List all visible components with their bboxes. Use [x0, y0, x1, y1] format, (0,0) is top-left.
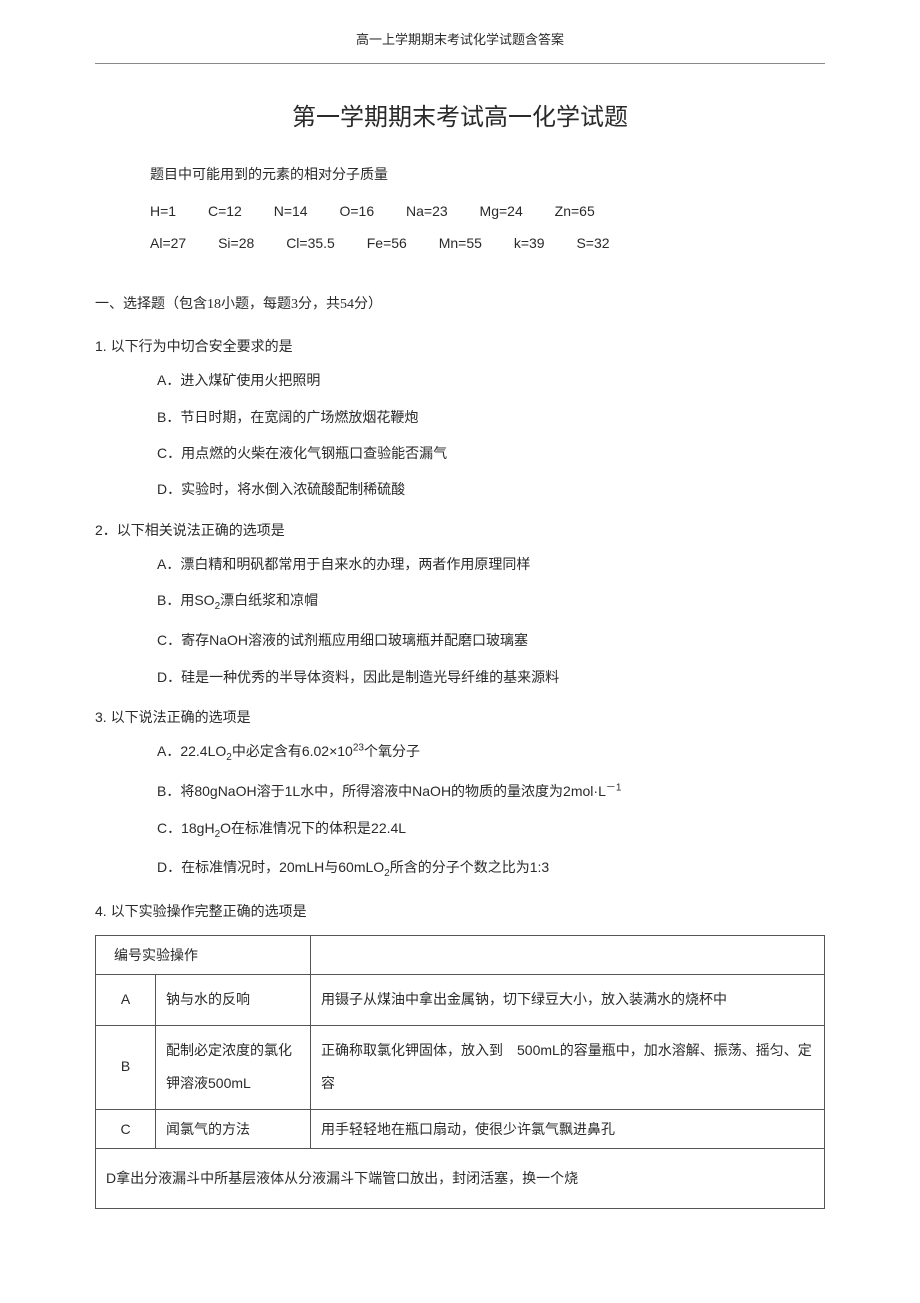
row-b-desc: 正确称取氯化钾固体，放入到 500mL的容量瓶中，加水溶解、振荡、摇匀、定容: [311, 1025, 825, 1109]
q2-b-pre: B．用SO: [157, 592, 215, 608]
table-row-b: B 配制必定浓度的氯化钾溶液500mL 正确称取氯化钾固体，放入到 500mL的…: [96, 1025, 825, 1109]
molar-mn: Mn=55: [439, 232, 482, 254]
row-a-op: 钠与水的反响: [156, 975, 311, 1026]
q2-option-d: D．硅是一种优秀的半导体资料，因此是制造光导纤维的基来源料: [157, 666, 825, 688]
molar-na: Na=23: [406, 200, 448, 222]
q3-option-c: C．18gH2O在标准情况下的体积是22.4L: [157, 817, 825, 843]
molar-line-1: H=1 C=12 N=14 O=16 Na=23 Mg=24 Zn=65: [150, 200, 825, 222]
row-c-desc: 用手轻轻地在瓶口扇动，使很少许氯气飘进鼻孔: [311, 1109, 825, 1148]
q1-option-b: B．节日时期，在宽阔的广场燃放烟花鞭炮: [157, 406, 825, 428]
q3-stem: 3. 以下说法正确的选项是: [95, 706, 825, 728]
molar-line-2: Al=27 Si=28 Cl=35.5 Fe=56 Mn=55 k=39 S=3…: [150, 232, 825, 254]
th-c2: 实验操作: [142, 947, 198, 963]
row-b-op: 配制必定浓度的氯化钾溶液500mL: [156, 1025, 311, 1109]
section-1-header: 一、选择题（包含18小题，每题3分，共54分）: [95, 294, 825, 316]
page-header: 高一上学期期末考试化学试题含答案: [95, 30, 825, 51]
q4-table-wrap: 编号实验操作 A 钠与水的反响 用镊子从煤油中拿出金属钠，切下绿豆大小，放入装满…: [95, 935, 825, 1209]
q4-table: 编号实验操作 A 钠与水的反响 用镊子从煤油中拿出金属钠，切下绿豆大小，放入装满…: [95, 935, 825, 1209]
question-2: 2．以下相关说法正确的选项是 A．漂白精和明矾都常用于自来水的办理，两者作用原理…: [95, 519, 825, 688]
table-header-12: 编号实验操作: [96, 935, 311, 974]
th-c1: 编号: [114, 947, 142, 963]
q2-option-b: B．用SO2漂白纸浆和凉帽: [157, 589, 825, 615]
q3-b-sup: －1: [606, 783, 622, 794]
molar-intro: 题目中可能用到的元素的相对分子质量: [150, 165, 825, 187]
molar-al: Al=27: [150, 232, 186, 254]
molar-cl: Cl=35.5: [286, 232, 335, 254]
q3-option-b: B．将80gNaOH溶于1L水中，所得溶液中NaOH的物质的量浓度为2mol·L…: [157, 780, 825, 802]
q1-stem: 1. 以下行为中切合安全要求的是: [95, 335, 825, 357]
question-3: 3. 以下说法正确的选项是 A．22.4LO2中必定含有6.02×1023个氧分…: [95, 706, 825, 882]
table-header-row: 编号实验操作: [96, 935, 825, 974]
table-header-3: [311, 935, 825, 974]
q2-option-a: A．漂白精和明矾都常用于自来水的办理，两者作用原理同样: [157, 553, 825, 575]
question-4: 4. 以下实验操作完整正确的选项是 编号实验操作 A 钠与水的反响 用镊子从煤油…: [95, 900, 825, 1208]
table-row-c: C 闻氯气的方法 用手轻轻地在瓶口扇动，使很少许氯气飘进鼻孔: [96, 1109, 825, 1148]
molar-mg: Mg=24: [480, 200, 523, 222]
q3-option-d: D．在标准情况时，20mLH与60mLO2所含的分子个数之比为1:3: [157, 856, 825, 882]
molar-n: N=14: [274, 200, 308, 222]
molar-o: O=16: [339, 200, 374, 222]
row-a-id: A: [96, 975, 156, 1026]
row-c-op: 闻氯气的方法: [156, 1109, 311, 1148]
q3-b-pre: B．将80gNaOH溶于1L水中，所得溶液中NaOH的物质的量浓度为2mol·L: [157, 783, 606, 799]
q3-a-mid: 中必定含有6.02×10: [232, 743, 353, 759]
q3-c-post: O在标准情况下的体积是22.4L: [220, 820, 406, 836]
q2-option-c: C．寄存NaOH溶液的试剂瓶应用细口玻璃瓶并配磨口玻璃塞: [157, 629, 825, 651]
molar-si: Si=28: [218, 232, 254, 254]
row-d-merged: D拿出分液漏斗中所基层液体从分液漏斗下端管口放出，封闭活塞，换一个烧: [96, 1149, 825, 1208]
q3-a-pre: A．22.4LO: [157, 743, 226, 759]
q2-stem: 2．以下相关说法正确的选项是: [95, 519, 825, 541]
molar-zn: Zn=65: [555, 200, 595, 222]
q1-option-d: D．实验时，将水倒入浓硫酸配制稀硫酸: [157, 478, 825, 500]
molar-s: S=32: [576, 232, 609, 254]
row-c-id: C: [96, 1109, 156, 1148]
q3-d-post: 所含的分子个数之比为1:3: [390, 859, 549, 875]
molar-k: k=39: [514, 232, 545, 254]
q3-option-a: A．22.4LO2中必定含有6.02×1023个氧分子: [157, 740, 825, 766]
q3-a-post: 个氧分子: [364, 743, 420, 759]
q3-a-sup: 23: [353, 743, 364, 754]
table-row-a: A 钠与水的反响 用镊子从煤油中拿出金属钠，切下绿豆大小，放入装满水的烧杯中: [96, 975, 825, 1026]
divider: [95, 63, 825, 64]
molar-c: C=12: [208, 200, 242, 222]
q1-option-c: C．用点燃的火柴在液化气钢瓶口查验能否漏气: [157, 442, 825, 464]
row-b-id: B: [96, 1025, 156, 1109]
molar-h: H=1: [150, 200, 176, 222]
table-row-d: D拿出分液漏斗中所基层液体从分液漏斗下端管口放出，封闭活塞，换一个烧: [96, 1149, 825, 1208]
q4-stem: 4. 以下实验操作完整正确的选项是: [95, 900, 825, 922]
q1-option-a: A．进入煤矿使用火把照明: [157, 369, 825, 391]
molar-fe: Fe=56: [367, 232, 407, 254]
q3-c-pre: C．18gH: [157, 820, 215, 836]
document-title: 第一学期期末考试高一化学试题: [95, 99, 825, 137]
q3-d-pre: D．在标准情况时，20mLH与60mLO: [157, 859, 384, 875]
row-a-desc: 用镊子从煤油中拿出金属钠，切下绿豆大小，放入装满水的烧杯中: [311, 975, 825, 1026]
question-1: 1. 以下行为中切合安全要求的是 A．进入煤矿使用火把照明 B．节日时期，在宽阔…: [95, 335, 825, 501]
q2-b-post: 漂白纸浆和凉帽: [220, 592, 318, 608]
